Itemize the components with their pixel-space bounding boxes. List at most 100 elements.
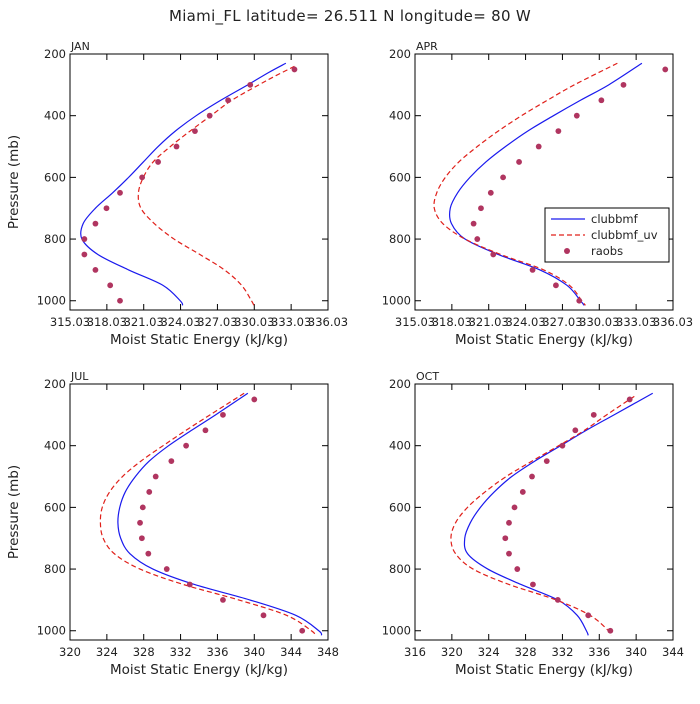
series-raobs-point — [206, 112, 213, 119]
x-tick-label: 324.03 — [505, 315, 545, 329]
y-tick-label: 1000 — [382, 294, 411, 308]
series-raobs-point — [490, 251, 497, 258]
x-tick-label: 327.03 — [197, 315, 237, 329]
y-tick-label: 200 — [44, 377, 66, 391]
series-raobs-point — [168, 458, 175, 465]
x-tick-label: 336.03 — [653, 315, 693, 329]
panel-jan: JAN315.03318.03321.03324.03327.03330.033… — [6, 40, 348, 348]
series-raobs-point — [163, 566, 170, 572]
series-clubbmf-line — [448, 62, 643, 306]
series-raobs-point — [202, 427, 209, 434]
x-tick-label: 336 — [588, 645, 610, 659]
series-raobs-point — [506, 519, 512, 526]
panel-label: JUL — [70, 370, 89, 383]
x-tick-label: 324.03 — [160, 315, 200, 329]
series-clubbmf-line — [117, 392, 323, 636]
series-raobs-point — [554, 597, 561, 603]
series-raobs-point — [145, 550, 152, 557]
x-tick-label: 324 — [96, 645, 118, 659]
series-raobs-point — [500, 174, 506, 181]
series-raobs-point — [511, 504, 518, 511]
y-axis-title: Pressure (mb) — [6, 135, 22, 229]
series-raobs-point — [152, 473, 159, 480]
series-raobs-point — [519, 489, 526, 495]
series-clubbmf-uv-line — [99, 392, 316, 636]
series-raobs-point — [137, 519, 143, 526]
series-raobs-point — [572, 427, 579, 434]
y-tick-label: 800 — [44, 562, 66, 576]
x-tick-label: 340 — [625, 645, 647, 659]
series-raobs-point — [81, 236, 88, 242]
y-tick-label: 400 — [389, 439, 411, 453]
series-raobs-point — [146, 489, 153, 495]
x-tick-label: 327.03 — [542, 315, 582, 329]
x-axis-title: Moist Static Energy (kJ/kg) — [110, 662, 288, 678]
series-raobs-point — [576, 297, 583, 304]
x-tick-label: 330.03 — [579, 315, 619, 329]
y-axis-title: Pressure (mb) — [6, 465, 22, 559]
x-tick-label: 344 — [662, 645, 684, 659]
x-tick-label: 333.03 — [271, 315, 311, 329]
series-raobs-point — [529, 267, 536, 273]
x-tick-label: 332 — [551, 645, 573, 659]
figure-title: Miami_FL latitude= 26.511 N longitude= 8… — [169, 7, 531, 26]
series-raobs-point — [220, 411, 226, 418]
series-clubbmf-line — [80, 62, 287, 306]
x-tick-label: 316 — [404, 645, 426, 659]
series-raobs-point — [92, 220, 99, 227]
legend-marker-raobs — [564, 248, 570, 254]
y-tick-label: 400 — [389, 109, 411, 123]
series-raobs-point — [514, 566, 521, 572]
series-raobs-point — [260, 612, 267, 619]
series-raobs-point — [607, 627, 614, 634]
series-raobs-point — [530, 581, 536, 588]
series-raobs-point — [139, 504, 146, 511]
x-tick-label: 324 — [478, 645, 500, 659]
x-axis-title: Moist Static Energy (kJ/kg) — [455, 662, 633, 678]
legend-label-clubbmf-uv: clubbmf_uv — [591, 228, 658, 242]
series-raobs-point — [470, 220, 477, 227]
x-tick-label: 318.03 — [87, 315, 127, 329]
x-tick-label: 315.03 — [395, 315, 435, 329]
panel-oct: OCT 316 320 324 328 332 336 340 344 200 400 600 800 1… — [382, 370, 684, 678]
x-tick-label: 344 — [280, 645, 302, 659]
x-tick-label: 340 — [243, 645, 265, 659]
x-tick-label: 330.03 — [234, 315, 274, 329]
series-raobs-point — [107, 282, 114, 289]
series-raobs-point — [192, 128, 198, 135]
y-tick-label: 600 — [389, 170, 411, 184]
series-clubbmf-line — [463, 392, 654, 636]
series-raobs-point — [220, 597, 226, 603]
y-tick-label: 600 — [389, 500, 411, 514]
y-tick-label: 800 — [44, 232, 66, 246]
series-raobs-point — [543, 458, 550, 465]
series-raobs-point — [139, 174, 146, 181]
series-raobs-point — [103, 205, 110, 212]
y-tick-label: 400 — [44, 109, 66, 123]
series-raobs-point — [585, 612, 592, 619]
x-tick-label: 336 — [206, 645, 228, 659]
y-tick-label: 200 — [389, 47, 411, 61]
y-tick-label: 800 — [389, 562, 411, 576]
x-axis-title: Moist Static Energy (kJ/kg) — [110, 332, 288, 348]
x-tick-label: 333.03 — [616, 315, 656, 329]
y-tick-label: 1000 — [37, 294, 66, 308]
series-clubbmf-uv-line — [450, 395, 635, 636]
series-raobs-point — [487, 189, 494, 196]
panels: JAN315.03318.03321.03324.03327.03330.033… — [6, 40, 693, 678]
x-tick-label: 328 — [515, 645, 537, 659]
series-raobs-point — [138, 535, 145, 542]
series-raobs-point — [529, 473, 535, 480]
series-clubbmf-uv-line — [433, 62, 618, 306]
panel-apr: APR315.03318.03321.03324.03327.03330.033… — [382, 40, 693, 348]
series-raobs-point — [155, 159, 161, 165]
series-raobs-point — [251, 396, 258, 403]
series-raobs-point — [555, 128, 562, 135]
series-raobs-point — [117, 189, 123, 196]
legend-label-clubbmf: clubbmf — [591, 212, 639, 226]
plot-frame — [69, 383, 329, 641]
series-raobs-point — [474, 236, 481, 242]
